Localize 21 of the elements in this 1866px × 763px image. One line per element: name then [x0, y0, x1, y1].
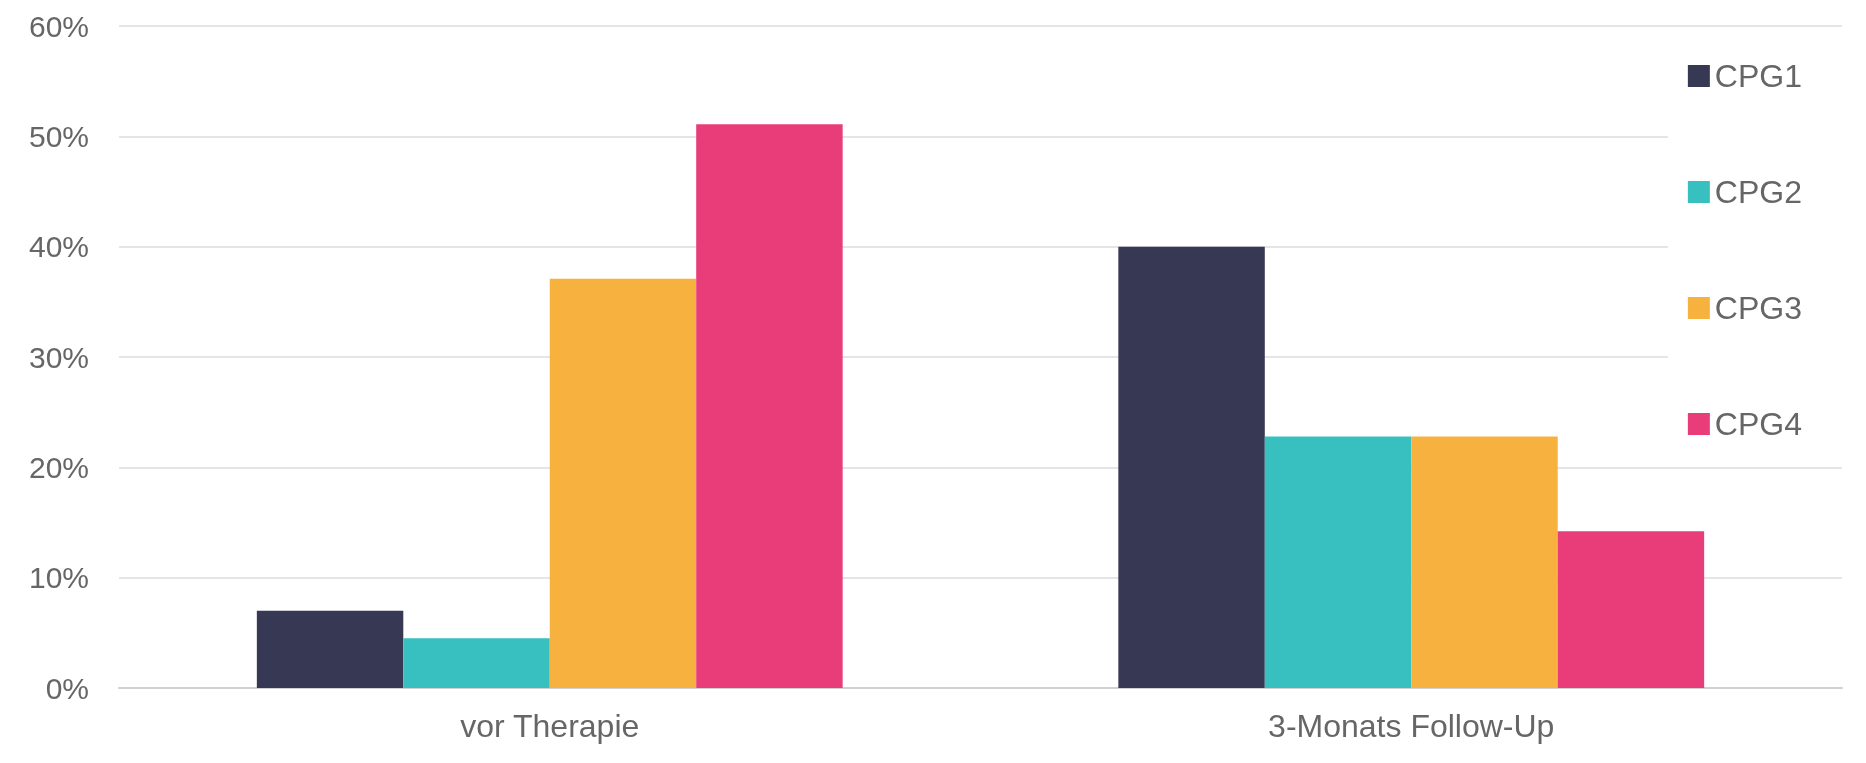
legend-label: CPG4: [1714, 406, 1802, 442]
legend-label: CPG2: [1714, 174, 1802, 210]
y-tick-label: 40%: [28, 230, 89, 264]
legend-label: CPG3: [1714, 290, 1802, 326]
bar: [1264, 436, 1412, 688]
y-tick-label: 60%: [28, 9, 89, 43]
bar: [256, 610, 404, 688]
x-tick-label: 3-Monats Follow-Up: [1268, 708, 1555, 744]
bar: [696, 124, 843, 688]
bar: [1557, 531, 1705, 688]
bar: [403, 638, 550, 688]
y-tick-label: 50%: [28, 119, 89, 153]
y-tick-label: 30%: [28, 340, 89, 374]
y-tick-label: 20%: [28, 450, 89, 484]
bar: [1411, 436, 1558, 688]
y-tick-label: 10%: [28, 561, 89, 595]
bar: [1118, 246, 1265, 688]
y-tick-label: 0%: [45, 671, 89, 705]
bar: [549, 278, 697, 688]
legend-label: CPG1: [1714, 58, 1802, 94]
x-tick-label: vor Therapie: [460, 708, 640, 744]
